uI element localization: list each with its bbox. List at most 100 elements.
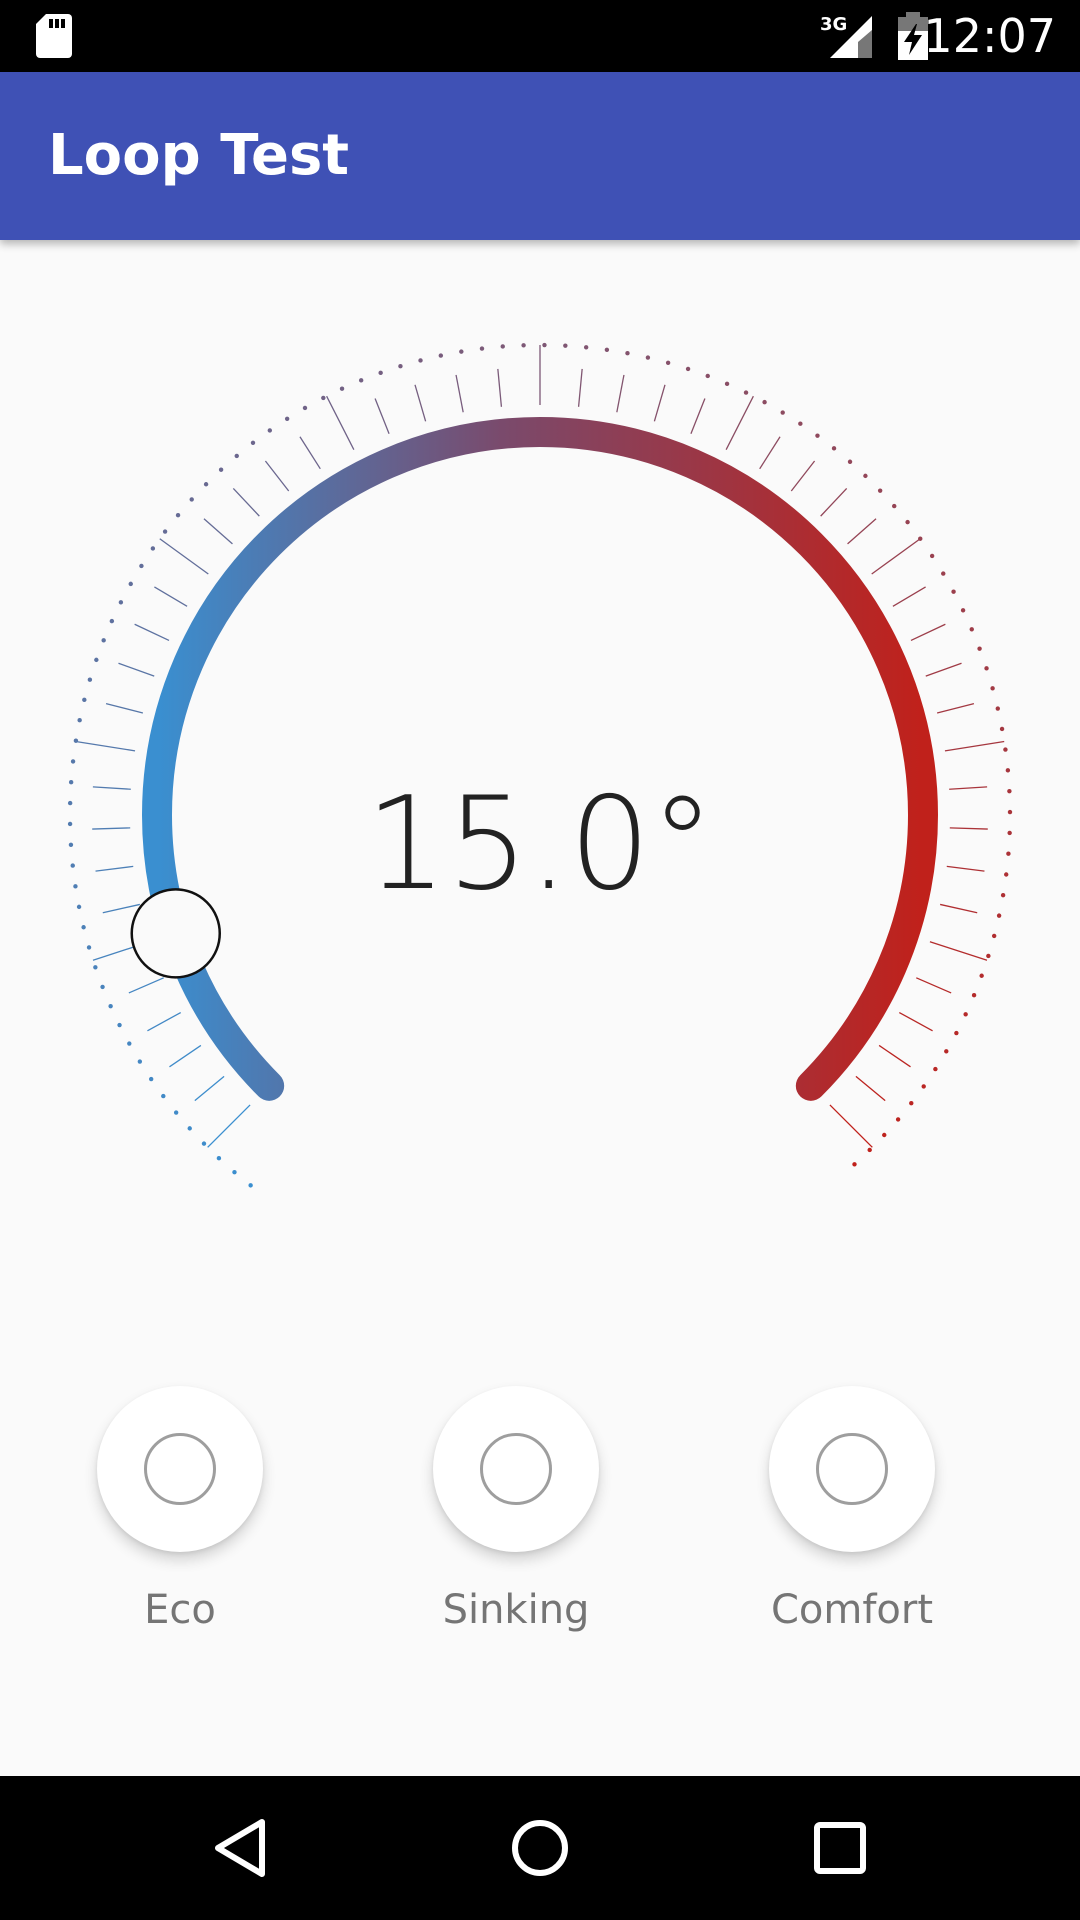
dial-tick <box>916 977 952 994</box>
dial-tick <box>925 662 962 677</box>
dial-dot <box>963 1012 968 1017</box>
dial-dot <box>418 358 423 363</box>
svg-text:3G: 3G <box>820 14 847 35</box>
dial-dot <box>645 355 651 360</box>
dial-dot <box>76 904 82 910</box>
dial-dot <box>929 553 935 559</box>
dial-dot <box>867 1147 872 1153</box>
dial-dot <box>189 497 194 502</box>
dial-dot <box>86 945 92 950</box>
dial-dot <box>438 353 444 358</box>
dial-dot <box>82 697 87 703</box>
dial-tick <box>949 786 988 790</box>
dial-dot <box>521 343 526 348</box>
dial-dot <box>101 638 106 643</box>
dial-dot <box>248 1183 253 1188</box>
dial-tick <box>326 395 355 450</box>
dial-tick <box>159 538 209 575</box>
dial-dot <box>969 627 974 632</box>
dial-dot <box>815 433 820 438</box>
dial-dot <box>77 718 82 723</box>
dial-dot <box>81 925 86 930</box>
circle-outline-icon <box>144 1433 216 1505</box>
dial-dot <box>1007 788 1012 794</box>
dial-dot <box>877 488 883 493</box>
dial-tick <box>939 903 978 914</box>
dial-dot <box>933 1066 938 1072</box>
app-title: Loop Test <box>48 123 350 188</box>
dial-tick <box>118 662 155 677</box>
navigation-bar <box>0 1776 1080 1920</box>
dial-dot <box>234 453 239 459</box>
dial-dot <box>87 677 93 682</box>
eco-button[interactable] <box>97 1386 263 1552</box>
eco-label: Eco <box>144 1587 216 1633</box>
dial-dot <box>798 421 803 426</box>
cell-signal-icon: 3G <box>820 14 872 58</box>
circle-outline-icon <box>480 1433 552 1505</box>
dial-tick <box>134 623 170 642</box>
comfort-button[interactable] <box>769 1386 935 1552</box>
dial-dot <box>847 459 853 464</box>
dial-dot <box>863 473 868 479</box>
dial-dot <box>108 1003 113 1009</box>
dial-tick <box>759 436 781 470</box>
dial-dot <box>971 993 977 998</box>
dial-dot <box>1000 892 1006 898</box>
dial-dot <box>852 1162 857 1167</box>
dial-dot <box>68 842 74 848</box>
dial-tick <box>207 1104 251 1148</box>
dial-tick <box>264 460 290 492</box>
dial-tick <box>944 740 1005 752</box>
dial-dot <box>109 618 115 624</box>
dial-dot <box>479 346 485 351</box>
dial-dot <box>625 351 630 356</box>
outer-dot-ring <box>67 342 1013 1188</box>
dial-dot <box>173 1110 179 1115</box>
dial-dot <box>944 1049 949 1054</box>
app-bar: Loop Test <box>0 72 1080 240</box>
home-icon[interactable] <box>504 1812 576 1884</box>
dial-dot <box>117 1022 122 1028</box>
dial-tick <box>616 374 625 413</box>
dial-dot <box>583 345 589 350</box>
sinking-button[interactable] <box>433 1386 599 1552</box>
temperature-arc[interactable] <box>142 417 938 1101</box>
dial-tick <box>147 1011 182 1032</box>
dial-dot <box>459 349 464 354</box>
dial-dot <box>73 884 78 889</box>
dial-dot <box>70 759 76 764</box>
dial-dot <box>542 342 547 348</box>
dial-dot <box>321 395 326 401</box>
dial-dot <box>909 1100 914 1106</box>
dial-dot <box>1003 747 1008 752</box>
sinking-label: Sinking <box>442 1587 590 1633</box>
status-clock: 12:07 <box>923 9 1056 63</box>
dial-dot <box>267 428 273 433</box>
dial-dot <box>150 546 156 551</box>
back-icon[interactable] <box>204 1812 276 1884</box>
comfort-label: Comfort <box>770 1587 934 1633</box>
dial-tick <box>871 538 921 575</box>
dial-tick <box>829 1104 873 1148</box>
dial-tick <box>936 702 975 714</box>
dial-dot <box>302 405 308 411</box>
dial-dot <box>358 378 364 383</box>
temperature-knob[interactable] <box>130 888 221 979</box>
recents-icon[interactable] <box>804 1812 876 1884</box>
dial-dot <box>67 800 73 806</box>
status-bar: 3G 12:07 <box>0 0 1080 72</box>
dial-dot <box>986 953 991 959</box>
dial-dot <box>378 370 383 376</box>
dial-dot <box>724 381 730 387</box>
dial-dot <box>148 1076 154 1082</box>
dial-dot <box>1006 851 1011 856</box>
dial-tick <box>898 1011 933 1032</box>
dial-dot <box>339 386 345 391</box>
dial-tick <box>497 368 503 407</box>
dial-tick <box>790 460 816 492</box>
dial-tick <box>414 384 427 422</box>
dial-tick <box>102 903 141 914</box>
dial-dot <box>951 589 956 594</box>
dial-dot <box>187 1126 192 1131</box>
